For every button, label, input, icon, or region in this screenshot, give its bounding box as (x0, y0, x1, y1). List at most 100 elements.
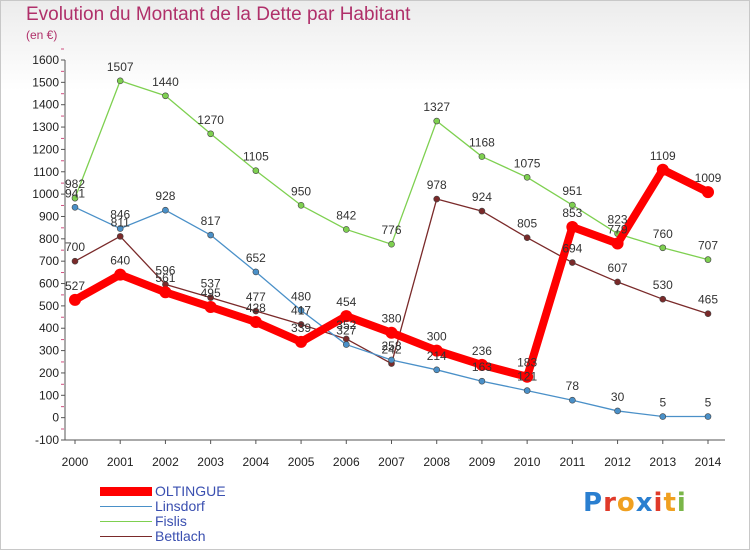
data-point-fislis (297, 201, 305, 209)
data-point-linsdorf (704, 413, 712, 420)
data-point-oltingue (114, 268, 127, 281)
data-point-bettlach (478, 207, 486, 215)
data-point-bettlach (433, 195, 441, 203)
data-point-fislis (433, 117, 441, 125)
y-tick-label: 300 (39, 344, 59, 358)
data-label-fislis: 776 (381, 223, 401, 237)
data-label-oltingue: 380 (381, 312, 401, 326)
y-tick-label: 900 (39, 209, 59, 223)
x-tick-label: 2014 (695, 455, 722, 469)
data-label-linsdorf: 941 (65, 186, 85, 200)
data-point-linsdorf (478, 377, 486, 385)
data-label-fislis: 950 (291, 184, 311, 198)
logo-letter: t (663, 488, 677, 518)
data-label-fislis: 1440 (152, 75, 179, 89)
y-tick-label: 800 (39, 232, 59, 246)
series-lines (69, 77, 714, 420)
data-point-fislis (116, 77, 124, 85)
data-point-bettlach (659, 295, 667, 303)
data-label-fislis: 1075 (514, 156, 541, 170)
data-label-bettlach: 242 (381, 343, 401, 357)
data-label-linsdorf: 5 (705, 396, 712, 410)
y-tick-label: 1100 (33, 165, 59, 179)
data-point-bettlach (252, 307, 260, 315)
data-label-fislis: 823 (608, 213, 628, 227)
data-label-linsdorf: 652 (246, 251, 266, 265)
data-point-fislis (478, 153, 486, 160)
data-point-fislis (162, 92, 169, 100)
data-point-oltingue (566, 220, 579, 233)
x-tick-label: 2000 (62, 455, 89, 469)
data-point-bettlach (116, 233, 124, 240)
data-point-linsdorf (116, 225, 124, 232)
data-label-oltingue: 495 (201, 286, 221, 300)
x-tick-label: 2011 (559, 455, 585, 469)
data-label-fislis: 1168 (469, 136, 495, 150)
data-point-linsdorf (162, 206, 169, 214)
legend-swatch-linsdorf (100, 506, 152, 507)
x-tick-label: 2003 (197, 455, 224, 469)
data-point-oltingue (295, 335, 308, 348)
x-tick-label: 2012 (604, 455, 631, 469)
y-tick-label: 1000 (32, 187, 59, 201)
y-tick-label: 700 (39, 254, 59, 268)
data-point-fislis (569, 201, 576, 209)
data-label-bettlach: 805 (517, 217, 537, 231)
data-label-oltingue: 527 (65, 279, 85, 293)
data-label-bettlach: 978 (427, 178, 447, 192)
data-point-oltingue (159, 286, 172, 299)
data-label-linsdorf: 121 (517, 370, 537, 384)
data-label-bettlach: 596 (155, 263, 175, 277)
data-point-linsdorf (388, 356, 395, 364)
data-label-oltingue: 454 (336, 295, 356, 309)
x-tick-label: 2006 (333, 455, 360, 469)
data-label-fislis: 1507 (107, 60, 134, 74)
data-label-oltingue: 853 (562, 206, 582, 220)
data-label-linsdorf: 480 (291, 289, 311, 303)
data-point-bettlach (523, 234, 531, 242)
data-point-fislis (523, 174, 531, 181)
y-tick-label: 1300 (32, 120, 59, 134)
data-label-fislis: 1327 (423, 100, 450, 114)
axes: -100 0 100 200 300 400 500 600 700 800 900 1000 1100… (32, 48, 725, 469)
data-point-fislis (659, 244, 667, 252)
data-label-linsdorf: 817 (201, 214, 221, 228)
data-labels: 982 1507 1440 1270 1105 950 842 776 1327 1168 1075… (65, 60, 722, 410)
data-point-oltingue (521, 370, 534, 383)
y-tick-label: 400 (39, 321, 59, 335)
data-label-fislis: 1270 (197, 113, 224, 127)
x-tick-label: 2008 (423, 455, 450, 469)
data-label-fislis: 982 (65, 177, 85, 191)
x-tick-label: 2007 (378, 455, 405, 469)
data-label-bettlach: 417 (291, 303, 311, 317)
data-label-bettlach: 700 (65, 240, 85, 254)
legend-swatch-oltingue (100, 487, 152, 496)
data-point-linsdorf (342, 341, 350, 348)
x-tick-label: 2009 (469, 455, 496, 469)
data-point-oltingue (475, 358, 488, 371)
data-point-fislis (207, 130, 214, 138)
logo-letter: i (676, 488, 687, 518)
data-point-fislis (342, 226, 350, 233)
data-label-bettlach: 694 (562, 242, 582, 256)
logo-letter: o (616, 488, 636, 518)
data-point-oltingue (204, 301, 217, 313)
data-label-linsdorf: 30 (611, 390, 625, 404)
legend-label-oltingue: OLTINGUE (155, 483, 226, 499)
y-tick-label: 600 (39, 277, 59, 291)
logo-letter: x (635, 488, 654, 518)
data-label-linsdorf: 258 (381, 339, 401, 353)
data-label-linsdorf: 928 (155, 189, 175, 203)
x-tick-label: 2005 (288, 455, 315, 469)
data-label-bettlach: 924 (472, 190, 492, 204)
data-point-linsdorf (659, 413, 667, 420)
data-point-oltingue (656, 163, 669, 176)
data-label-oltingue: 236 (472, 344, 492, 358)
data-label-linsdorf: 78 (566, 379, 580, 393)
y-tick-label: 1500 (32, 75, 59, 89)
legend-label-linsdorf: Linsdorf (155, 498, 205, 514)
y-tick-label: 1200 (32, 142, 59, 156)
logo-letter: P (583, 488, 604, 518)
y-tick-label: -100 (35, 433, 59, 447)
data-point-fislis (704, 256, 712, 263)
